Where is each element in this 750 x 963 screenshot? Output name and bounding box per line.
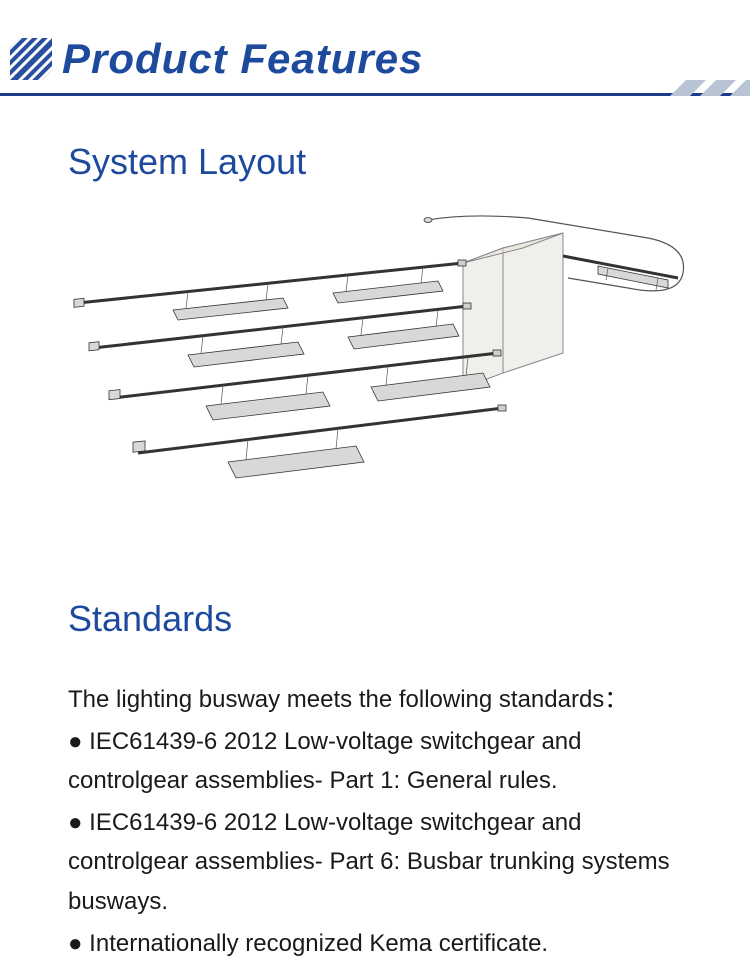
fixture	[173, 284, 288, 320]
standards-bullet: ● IEC61439-6 2012 Low-voltage switchgear…	[68, 722, 682, 801]
standards-bullet: ● Internationally recognized Kema certif…	[68, 924, 682, 963]
standards-bullet: ● IEC61439-6 2012 Low-voltage switchgear…	[68, 803, 682, 922]
cabinet	[463, 233, 563, 388]
fixture	[206, 375, 330, 420]
rail-4	[133, 408, 503, 478]
header-stripes-icon	[670, 80, 750, 96]
standards-body: The lighting busway meets the following …	[68, 680, 682, 963]
system-layout-diagram	[68, 208, 688, 518]
rail-2	[89, 306, 468, 367]
fixture	[348, 310, 459, 349]
rail-3	[109, 353, 498, 420]
logo-icon	[10, 38, 52, 80]
rail-1	[74, 263, 463, 320]
standards-heading: Standards	[68, 598, 682, 640]
fixture	[188, 327, 304, 367]
page-header: Product Features	[0, 0, 750, 96]
fixture	[333, 267, 443, 303]
rail-right	[563, 256, 678, 290]
system-layout-heading: System Layout	[68, 141, 682, 183]
content-area: System Layout	[0, 96, 750, 963]
fixture	[228, 428, 364, 478]
page-title: Product Features	[62, 35, 423, 83]
standards-intro: The lighting busway meets the following …	[68, 680, 682, 720]
